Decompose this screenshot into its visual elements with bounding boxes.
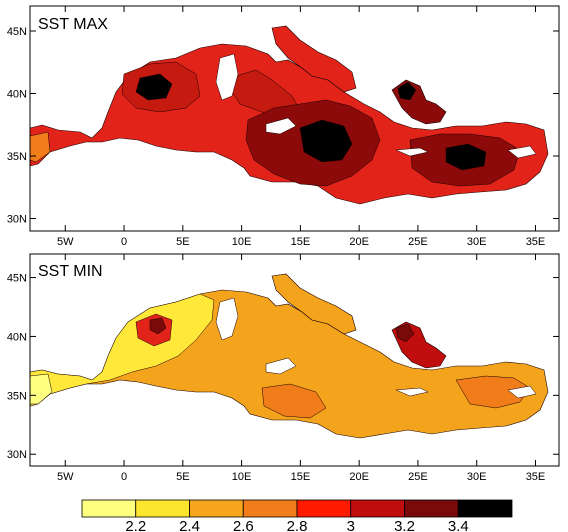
y-tick-label: 30N xyxy=(7,214,27,226)
colorbar-label: 2.2 xyxy=(125,518,146,532)
x-tick-label: 0 xyxy=(121,471,127,483)
x-tick-label: 35E xyxy=(526,236,546,248)
x-tick-label: 20E xyxy=(349,471,369,483)
aegean-core xyxy=(395,323,415,343)
x-tick-label: 10E xyxy=(232,471,252,483)
panel-min-title: SST MIN xyxy=(38,263,103,280)
panel-sst-min: SST MIN 5W 0 5E 10E 15E 20E 25E 30E 35E 30N 35N 40N… xyxy=(7,253,560,483)
adriatic-region xyxy=(271,25,357,93)
colorbar: 2.2 2.4 2.6 2.8 3 3.2 3.4 xyxy=(81,499,513,532)
panel-min-frame xyxy=(29,253,560,467)
crete xyxy=(395,147,429,157)
colorbar-label: 3.4 xyxy=(448,518,469,532)
x-tick-label: 5E xyxy=(176,236,189,248)
ionian-core xyxy=(299,119,353,163)
sicily xyxy=(265,117,297,135)
adriatic-region xyxy=(271,273,357,335)
colorbar-label: 3.2 xyxy=(394,518,415,532)
x-tick-label: 15E xyxy=(291,236,311,248)
y-tick-label: 35N xyxy=(7,390,27,402)
x-tick-label: 25E xyxy=(408,471,428,483)
colorbar-swatch xyxy=(135,499,190,518)
x-tick-label: 15E xyxy=(291,471,311,483)
x-tick-label: 30E xyxy=(467,236,487,248)
corsica-sardinia xyxy=(215,297,239,341)
x-tick-label: 35E xyxy=(526,471,546,483)
panel-max-title: SST MAX xyxy=(38,16,108,33)
x-tick-label: 25E xyxy=(408,236,428,248)
panel-sst-max: SST MAX 5W 0 5E 10E 15E 20E 25E 30E 35E 30N 35N 40N… xyxy=(7,5,560,248)
y-tick-label: 40N xyxy=(7,89,27,101)
cyprus xyxy=(507,145,537,159)
aegean-core xyxy=(397,81,417,101)
y-tick-label: 30N xyxy=(7,449,27,461)
alboran-pale xyxy=(30,373,53,405)
panel-min-ticks: 5W 0 5E 10E 15E 20E 25E 30E 35E 30N 35N 40N 45N xyxy=(7,254,559,483)
colorbar-label: 3 xyxy=(347,518,355,532)
cyprus xyxy=(507,385,537,399)
x-tick-label: 0 xyxy=(121,236,127,248)
colorbar-label: 2.4 xyxy=(179,518,200,532)
corsica-sardinia xyxy=(215,53,239,101)
colorbar-swatch xyxy=(189,499,244,518)
y-tick-label: 45N xyxy=(7,273,27,285)
y-tick-label: 35N xyxy=(7,151,27,163)
x-tick-label: 10E xyxy=(232,236,252,248)
colorbar-label: 2.6 xyxy=(233,518,254,532)
x-tick-label: 5W xyxy=(57,471,74,483)
colorbar-swatch xyxy=(350,499,405,518)
sst-min-field xyxy=(30,273,549,439)
colorbar-swatch xyxy=(404,499,459,518)
x-tick-label: 30E xyxy=(467,471,487,483)
crete xyxy=(395,387,429,397)
colorbar-swatch xyxy=(81,499,137,518)
x-tick-label: 5E xyxy=(176,471,189,483)
y-tick-label: 40N xyxy=(7,331,27,343)
colorbar-swatch xyxy=(242,499,298,518)
panel-max-ticks: 5W 0 5E 10E 15E 20E 25E 30E 35E 30N 35N 40N 45N xyxy=(7,6,559,248)
balearic-core xyxy=(135,73,173,101)
ionian-orange xyxy=(261,383,327,419)
levantine-core xyxy=(445,143,487,171)
colorbar-swatch xyxy=(296,499,352,518)
colorbar-swatch xyxy=(457,499,513,518)
sst-max-field xyxy=(30,25,549,205)
sicily xyxy=(265,357,297,375)
x-tick-label: 5W xyxy=(57,236,74,248)
x-tick-label: 20E xyxy=(349,236,369,248)
y-tick-label: 45N xyxy=(7,26,27,38)
alboran-shade xyxy=(30,131,51,163)
gulf-core xyxy=(149,317,167,335)
panel-max-frame xyxy=(29,5,560,232)
colorbar-label: 2.8 xyxy=(287,518,308,532)
